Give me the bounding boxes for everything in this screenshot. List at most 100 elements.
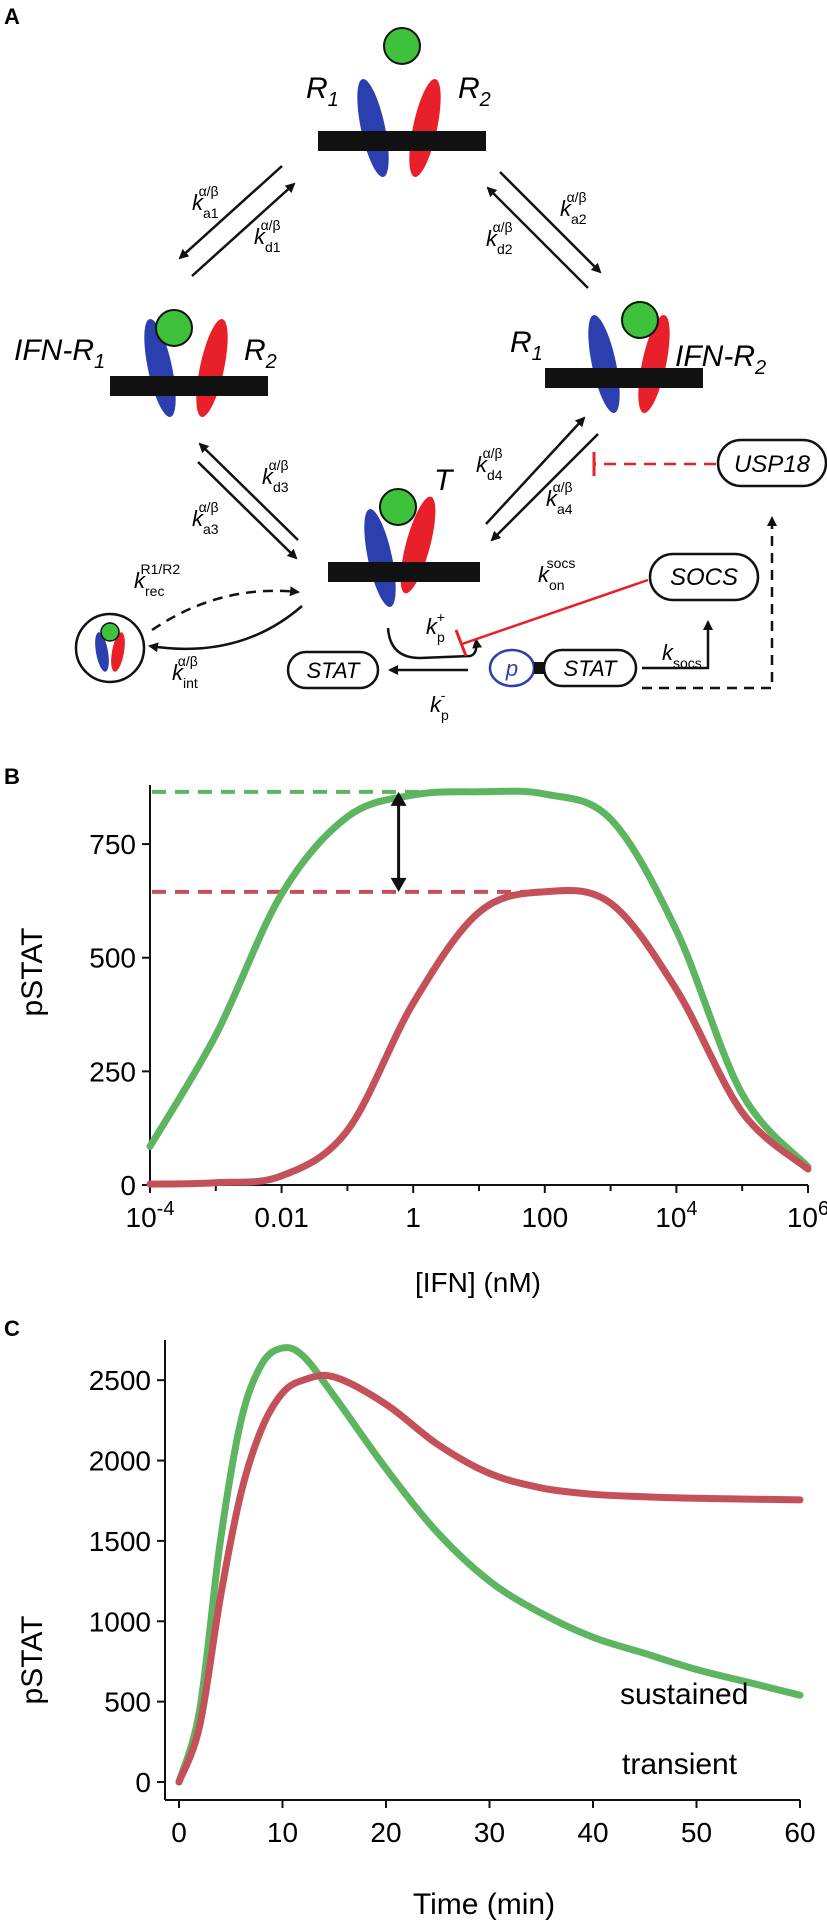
svg-text:R1: R1 [306,72,339,111]
arrow-internalization [148,605,303,653]
panel-c-xtick-label: 0 [171,1817,187,1848]
membrane-top [318,131,486,151]
state-right-ifn-r2: R1 IFN-R2 [510,301,766,413]
rate-kd4: kd4α/β [476,445,503,483]
arrow-ksocs [642,620,713,670]
rate-krec: krecR1/R2 [134,561,180,599]
svg-text:STAT: STAT [307,658,362,683]
state-left-ifn-r1: IFN-R1 R2 [14,309,277,417]
panel-c-letter: C [4,1316,20,1341]
state-top-receptors: R1 R2 [306,27,491,177]
ifn-ligand-center [379,488,417,526]
panel-b-ytick-label: 0 [120,1170,136,1201]
panel-c-chart: C 0 500 1000 1500 2000 2500 0 10 20 30 40 50 60 sust… [4,1316,816,1920]
svg-text:R2: R2 [458,72,491,111]
panel-c-series-sustained [175,1371,804,1786]
label-transient: transient [622,1748,738,1781]
panel-c-xtick-label: 20 [370,1817,401,1848]
socs-inhibition-bar [454,629,468,657]
label-sustained: sustained [620,1678,748,1711]
rate-kd2: kd2α/β [486,219,513,257]
stat-left-box: STAT [286,650,380,690]
svg-text:IFN-R1: IFN-R1 [14,334,105,373]
svg-text:R1: R1 [510,326,543,365]
svg-text:USP18: USP18 [734,451,811,478]
panel-c-axes: 0 500 1000 1500 2000 2500 0 10 20 30 40 50 60 [89,1340,816,1848]
arrows-top-right [486,171,602,289]
panel-c-xtick-label: 10 [267,1817,298,1848]
panel-a-diagram: A R1 R2 IFN-R1 R2 R1 IFN-R2 T [4,4,827,723]
panel-c-series-transient [175,1344,804,1786]
usp18-box: USP18 [716,438,827,488]
panel-c-ytick-label: 0 [135,1767,151,1798]
panel-c-xtick-label: 40 [577,1817,608,1848]
r1-center [364,509,396,607]
r2-left [196,319,228,417]
rate-ka4: ka4α/β [546,479,573,517]
arrow-recycling [151,586,300,632]
svg-text:IFN-R2: IFN-R2 [675,340,766,379]
svg-text:SOCS: SOCS [670,564,738,591]
panel-b-xtick-label: 10-4 [126,1198,175,1233]
panel-b-xtick-label: 0.01 [254,1202,309,1233]
panel-b-series-green [146,787,812,1171]
arrows-left-center [197,442,299,560]
r1-top [357,79,389,177]
panel-c-ytick-label: 1500 [89,1526,151,1557]
panel-c-ytick-label: 2500 [89,1365,151,1396]
membrane-right [545,368,703,388]
rate-kp-minus: kp- [430,687,449,723]
rate-kd3: kd3α/β [262,457,289,495]
rate-ksocs: ksocs [662,640,702,671]
r1-right [588,315,620,413]
phospho-stat-box: p STAT [488,648,638,688]
arrow-usp18-induction [642,516,777,690]
rate-kint: kintα/β [172,653,198,691]
panel-c-xtick-label: 50 [681,1817,712,1848]
panel-c-xtick-label: 30 [474,1817,505,1848]
ifn-ligand-left [155,309,193,347]
arrows-right-center [485,416,599,542]
rate-kd1: kd1α/β [254,217,281,255]
socs-inhibition-line [461,578,649,646]
r2-top [409,79,441,177]
panel-b-axes: 0 250 500 750 10-4 0.01 1 100 104 106 [89,785,827,1233]
rate-ka2: ka2α/β [560,189,587,227]
panel-c-series [175,1344,804,1786]
label-t: T [434,464,455,497]
panel-b-series [146,787,812,1188]
internalized-receptor [74,612,146,684]
r2-right [638,315,670,413]
rate-kon-socs: konsocs [538,555,575,593]
panel-b-xtick-label: 1 [405,1202,421,1233]
panel-b-reference-lines [152,789,545,894]
panel-b-xtick-label: 100 [521,1202,568,1233]
panel-b-difference-arrow [390,791,407,892]
rate-ka3: ka3α/β [192,499,219,537]
panel-c-xlabel: Time (min) [413,1888,555,1920]
ifn-ligand-right [621,301,659,339]
panel-b-ytick-label: 250 [89,1056,136,1087]
ifn-ligand-top [383,27,421,65]
rate-ka1: ka1α/β [192,183,219,221]
panel-c-xtick-label: 60 [784,1817,815,1848]
panel-c-ylabel: pSTAT [16,1616,49,1705]
panel-b-series-red [146,886,812,1188]
state-ternary-complex: T [328,464,480,607]
panel-b-xtick-label: 106 [787,1198,827,1233]
arrow-kp-plus [386,627,483,660]
arrows-top-left [178,165,296,277]
panel-b-ytick-label: 750 [89,829,136,860]
svg-text:STAT: STAT [564,656,619,681]
socs-box: SOCS [648,552,760,602]
panel-b-ylabel: pSTAT [16,928,49,1017]
svg-text:R2: R2 [244,334,277,373]
membrane-left [110,376,268,396]
membrane-center [328,562,480,582]
panel-c-ytick-label: 1000 [89,1606,151,1637]
panel-b-letter: B [4,764,20,789]
panel-b-chart: B 0 250 500 750 10-4 0.01 1 100 104 106 pSTAT [IF… [4,764,827,1298]
svg-text:p: p [505,656,518,681]
panel-b-xtick-label: 104 [655,1198,697,1233]
panel-b-xlabel: [IFN] (nM) [415,1267,541,1298]
